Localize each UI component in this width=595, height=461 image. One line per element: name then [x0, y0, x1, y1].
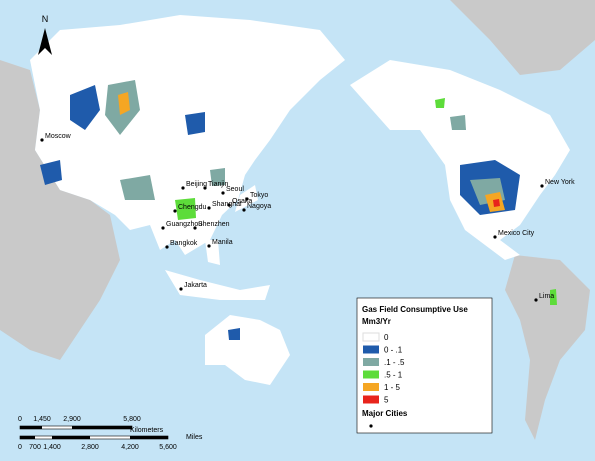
legend-unit: Mm3/Yr	[362, 317, 391, 326]
city-dot	[179, 287, 183, 291]
city-dot	[181, 186, 185, 190]
field-patch	[493, 199, 500, 207]
legend-label: 5	[384, 396, 389, 405]
scale-km-label: 5,800	[123, 416, 141, 423]
city-label: Manila	[212, 239, 233, 246]
legend-label: 0 - .1	[384, 346, 403, 355]
city-label: Beijing	[186, 181, 207, 188]
land-grey	[0, 60, 120, 360]
city-dot	[193, 226, 197, 230]
scale-mi-label: 700	[29, 444, 41, 451]
land-grey	[450, 0, 595, 75]
city-label: Tianjin	[208, 181, 228, 188]
scale-mi-label: 0	[18, 444, 22, 451]
scale-mi-seg	[130, 436, 168, 439]
field-patch	[450, 115, 466, 130]
legend-cities-label: Major Cities	[362, 409, 408, 418]
city-dot	[203, 186, 207, 190]
scale-km-label: 1,450	[33, 416, 51, 423]
scale-mi-seg	[20, 436, 35, 439]
city-label: Jakarta	[184, 282, 207, 289]
legend: Gas Field Consumptive Use Mm3/Yr 0 0 - .1 .1…	[356, 297, 493, 434]
city-label: Shanghai	[212, 201, 242, 208]
field-patch	[228, 328, 240, 340]
field-patch	[175, 198, 196, 220]
legend-swatch	[363, 383, 379, 391]
city-dot	[207, 206, 211, 210]
city-label: Seoul	[226, 186, 244, 193]
city-label: Shenzhen	[198, 221, 230, 228]
city-dot	[207, 244, 211, 248]
city-label: Tokyo	[250, 192, 268, 199]
field-patch	[550, 289, 557, 305]
city-label: Nagoya	[247, 203, 271, 210]
legend-label: 1 - 5	[384, 383, 401, 392]
city-dot	[540, 184, 544, 188]
scale-mi-label: 1,400	[43, 444, 61, 451]
land	[205, 315, 290, 385]
field-patch	[210, 168, 225, 186]
field-patch	[118, 92, 130, 115]
city-label: Chengdu	[178, 204, 207, 211]
field-patch	[185, 112, 205, 135]
legend-title: Gas Field Consumptive Use	[362, 305, 468, 314]
city-label: Osaka	[232, 198, 252, 205]
scale-km-label: 0	[18, 416, 22, 423]
land	[30, 15, 345, 255]
legend-swatch	[362, 332, 380, 342]
legend-label: .1 - .5	[384, 358, 405, 367]
legend-label: 0	[384, 333, 389, 342]
scale-km-seg	[20, 426, 42, 429]
city-label: Bangkok	[170, 240, 198, 247]
city-dot	[165, 245, 169, 249]
field-patch	[120, 175, 155, 200]
north-arrow: N	[38, 14, 52, 55]
city-dot	[242, 208, 246, 212]
city-label: Mexico City	[498, 230, 535, 237]
gas-fields	[40, 80, 557, 340]
scale-mi-label: 4,200	[121, 444, 139, 451]
scale-mi-seg	[52, 436, 90, 439]
scale-km-unit: Kilometers	[130, 427, 164, 434]
city-dot	[161, 226, 165, 230]
city-dot	[493, 235, 497, 239]
field-patch	[40, 160, 62, 185]
city-dot	[173, 209, 177, 213]
city-dot	[221, 191, 225, 195]
city-dot	[245, 197, 249, 201]
city-label: Guangzhou	[166, 221, 202, 228]
land	[165, 270, 270, 300]
scale-km-seg	[72, 426, 132, 429]
legend-swatch	[363, 345, 379, 354]
city-label: New York	[545, 179, 575, 186]
scale-mi-label: 2,800	[81, 444, 99, 451]
city-dot	[227, 203, 231, 207]
scale-mi-unit: Miles	[186, 434, 203, 441]
scale-km-label: 2,900	[63, 416, 81, 423]
legend-swatch	[363, 358, 379, 366]
north-arrow-shape	[38, 28, 52, 55]
north-label: N	[42, 14, 49, 24]
field-patch	[70, 85, 100, 130]
scale-bar: 0 1,450 2,900 5,800 Kilometers 0 700 1,400 2,800…	[18, 416, 203, 451]
legend-city-dot	[369, 424, 373, 428]
legend-swatch	[363, 395, 379, 404]
legend-box	[356, 297, 493, 434]
legend-swatch	[363, 370, 379, 379]
city-dot	[40, 138, 44, 142]
city-label: Lima	[539, 293, 554, 300]
land-grey	[505, 255, 590, 440]
legend-label: .5 - 1	[384, 371, 403, 380]
field-patch	[435, 98, 445, 108]
city-label: Moscow	[45, 133, 72, 140]
scale-mi-label: 5,600	[159, 444, 177, 451]
city-dot	[534, 298, 538, 302]
